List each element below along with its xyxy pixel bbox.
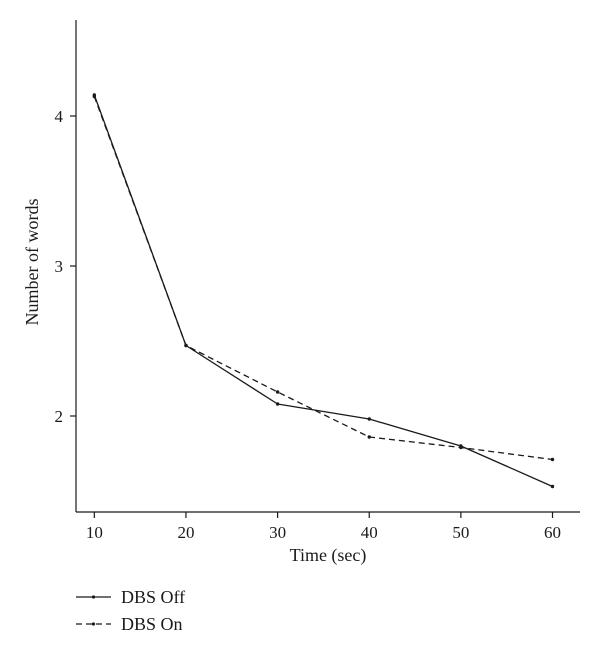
- legend-item-dbs-on: DBS On: [76, 614, 183, 634]
- legend-item-dbs-off: DBS Off: [76, 587, 185, 607]
- x-tick-label: 40: [361, 523, 378, 542]
- legend-marker-dbs-off: [91, 595, 96, 599]
- y-tick-label: 4: [55, 107, 64, 126]
- data-point-dbs-off: [367, 417, 371, 421]
- x-tick-label: 30: [269, 523, 286, 542]
- data-point-dbs-on: [184, 343, 188, 348]
- legend-label-dbs-on: DBS On: [121, 614, 183, 634]
- series-lines: [93, 94, 553, 488]
- x-tick-label: 50: [452, 523, 469, 542]
- y-ticks: 2 3 4: [55, 107, 76, 426]
- data-point-dbs-on: [92, 94, 97, 99]
- x-tick-label: 20: [177, 523, 194, 542]
- y-axis-label: Number of words: [22, 199, 42, 326]
- data-point-dbs-off: [275, 402, 280, 406]
- data-point-dbs-off: [550, 484, 555, 489]
- x-ticks: 10 20 30 40 50 60: [86, 512, 561, 542]
- series-line-dbs-off: [93, 94, 553, 488]
- legend: DBS Off DBS On: [76, 587, 185, 634]
- data-point-dbs-on: [550, 457, 555, 462]
- x-tick-label: 10: [86, 523, 103, 542]
- series-line-dbs-on: [93, 96, 553, 461]
- x-tick-label: 60: [544, 523, 561, 542]
- y-tick-label: 3: [55, 257, 64, 276]
- x-axis-label: Time (sec): [290, 545, 367, 566]
- axes: [75, 20, 580, 513]
- legend-marker-dbs-on: [91, 622, 96, 626]
- data-point-dbs-on: [459, 445, 463, 450]
- legend-label-dbs-off: DBS Off: [121, 587, 185, 607]
- series-points: [92, 93, 555, 489]
- data-point-dbs-on: [275, 390, 280, 394]
- y-tick-label: 2: [55, 407, 64, 426]
- data-point-dbs-on: [367, 435, 371, 439]
